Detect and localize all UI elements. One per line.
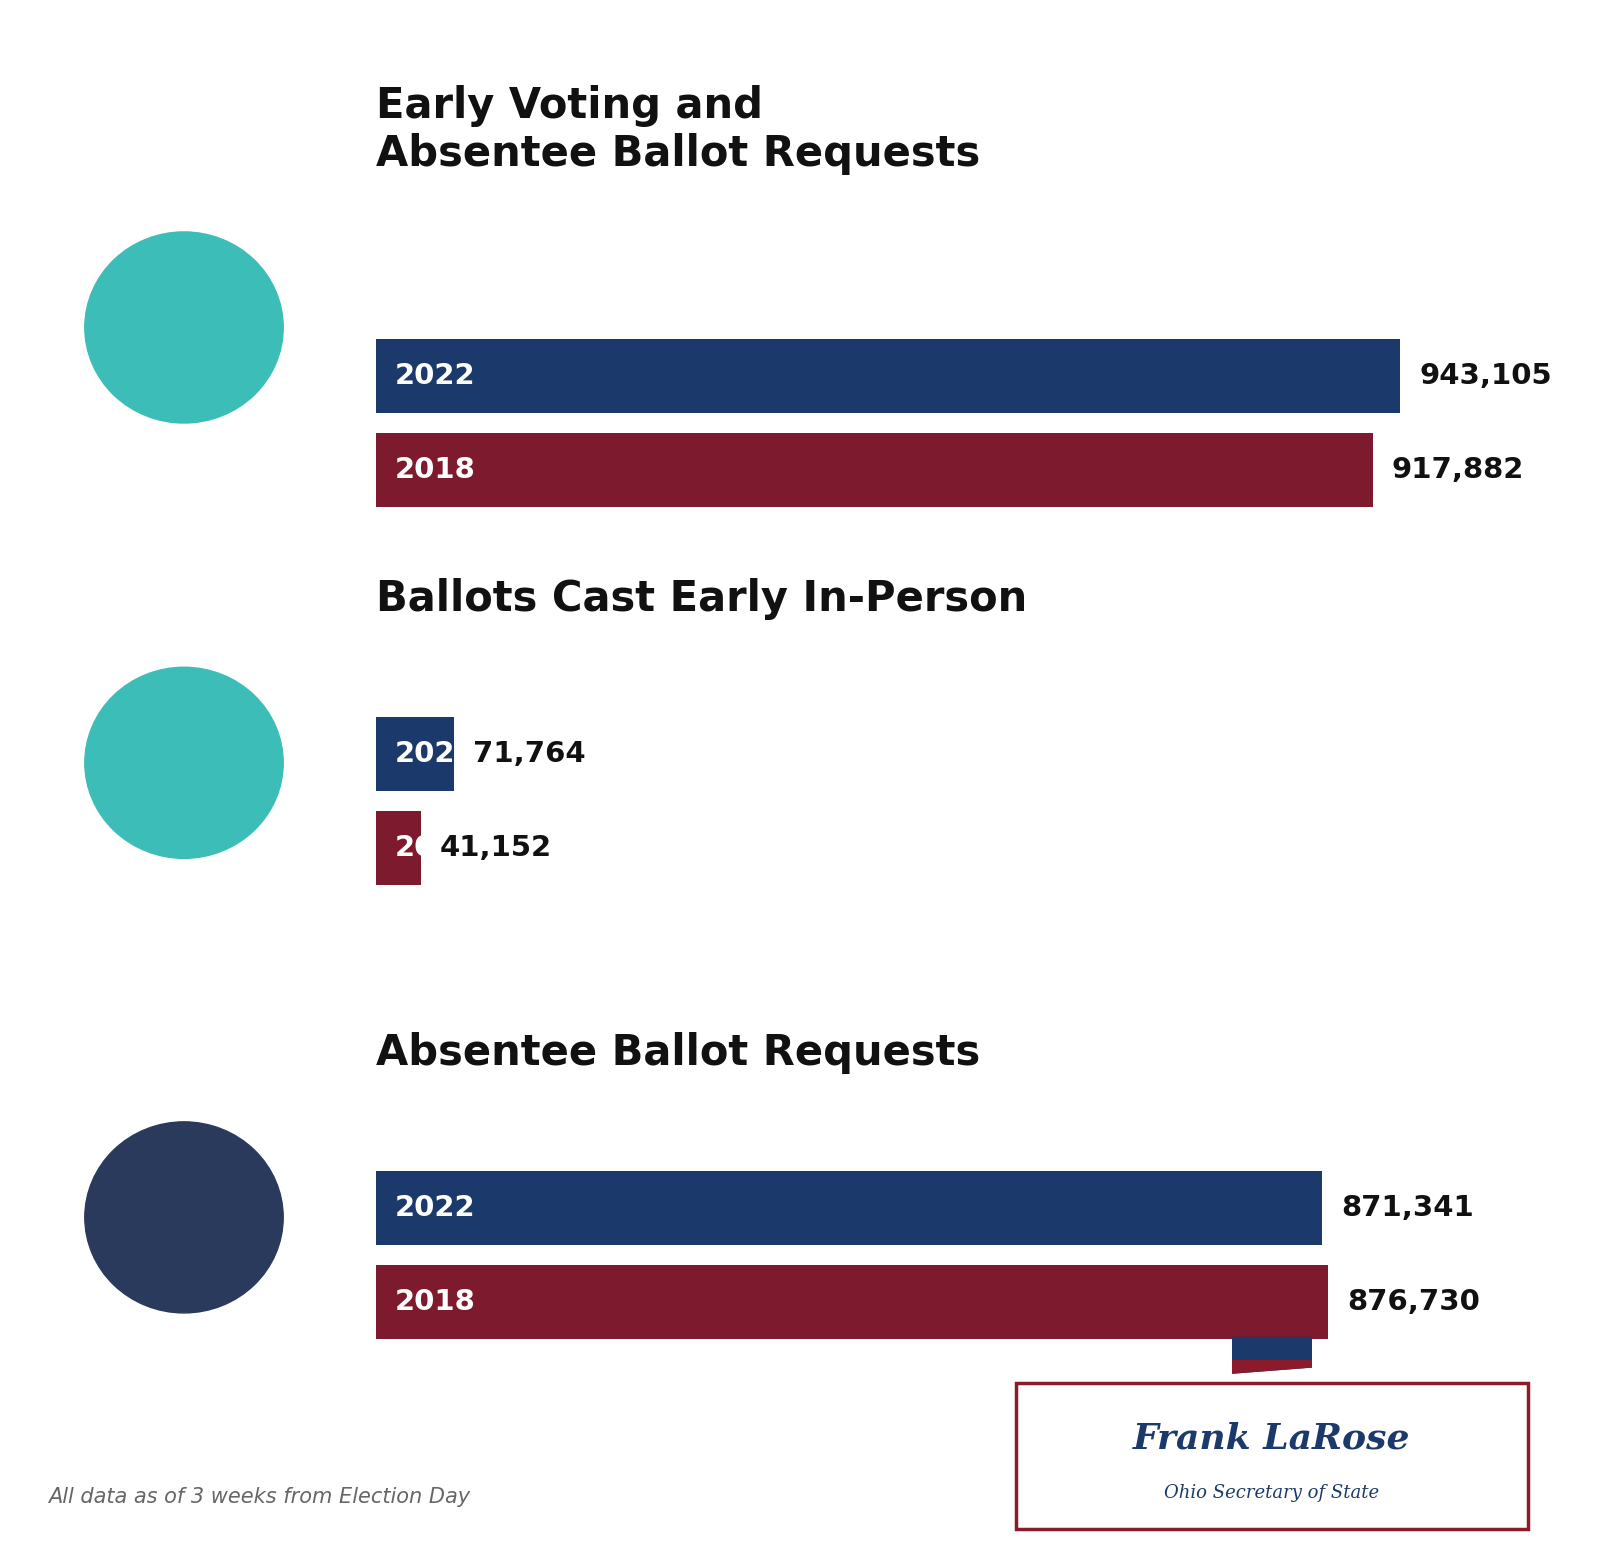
Text: 2018: 2018 xyxy=(395,1288,475,1316)
Circle shape xyxy=(85,233,283,424)
FancyBboxPatch shape xyxy=(376,717,454,791)
Text: 41,152: 41,152 xyxy=(440,834,552,861)
FancyBboxPatch shape xyxy=(376,433,1373,507)
Circle shape xyxy=(85,667,283,858)
Text: Absentee Ballot Requests: Absentee Ballot Requests xyxy=(376,1032,981,1074)
Text: 871,341: 871,341 xyxy=(1341,1194,1474,1222)
FancyBboxPatch shape xyxy=(376,339,1400,413)
Polygon shape xyxy=(1232,1336,1312,1375)
Text: Ohio Secretary of State: Ohio Secretary of State xyxy=(1165,1484,1379,1502)
Text: 2018: 2018 xyxy=(395,456,475,484)
Text: 71,764: 71,764 xyxy=(474,740,586,767)
Text: Early Voting and
Absentee Ballot Requests: Early Voting and Absentee Ballot Request… xyxy=(376,85,981,176)
Text: 917,882: 917,882 xyxy=(1392,456,1525,484)
Text: Ballots Cast Early In-Person: Ballots Cast Early In-Person xyxy=(376,578,1027,619)
Text: Frank LaRose: Frank LaRose xyxy=(1133,1422,1411,1456)
Text: 2022: 2022 xyxy=(395,740,475,767)
FancyBboxPatch shape xyxy=(376,1265,1328,1339)
Text: 2022: 2022 xyxy=(395,362,475,390)
Text: 876,730: 876,730 xyxy=(1347,1288,1480,1316)
Text: 2022: 2022 xyxy=(395,1194,475,1222)
Polygon shape xyxy=(1232,1359,1312,1375)
Text: All data as of 3 weeks from Election Day: All data as of 3 weeks from Election Day xyxy=(48,1487,470,1507)
FancyBboxPatch shape xyxy=(1016,1384,1528,1529)
Text: 2018: 2018 xyxy=(395,834,475,861)
Circle shape xyxy=(85,1122,283,1313)
FancyBboxPatch shape xyxy=(376,811,421,885)
Text: 943,105: 943,105 xyxy=(1419,362,1552,390)
FancyBboxPatch shape xyxy=(376,1171,1322,1245)
